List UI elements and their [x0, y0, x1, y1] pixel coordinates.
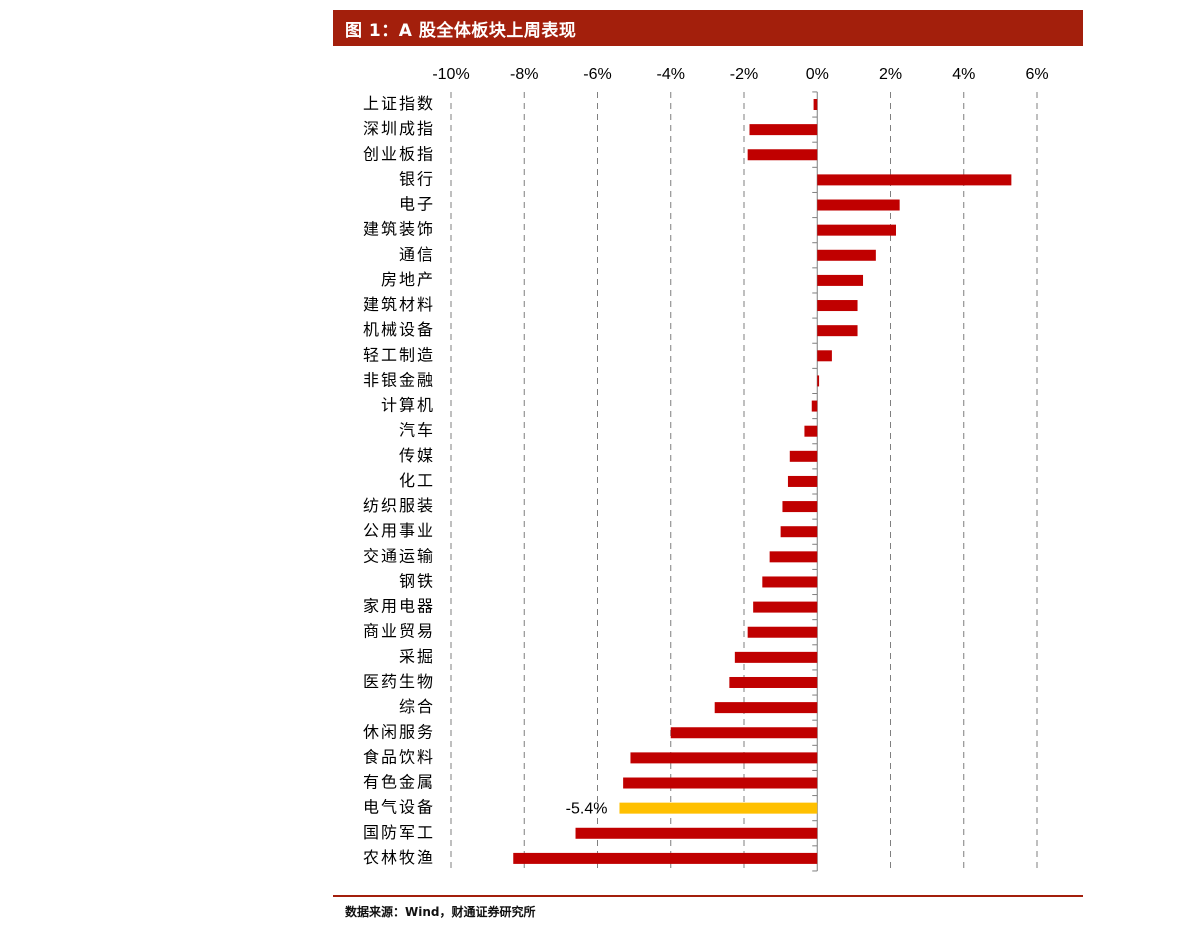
category-label: 通信: [399, 245, 435, 264]
bar-22: [747, 626, 818, 638]
category-label: 食品饮料: [363, 747, 435, 766]
x-tick-label: -6%: [583, 66, 611, 83]
category-label: 计算机: [381, 396, 435, 415]
category-label: 医药生物: [363, 672, 435, 691]
bar-7: [817, 249, 876, 261]
bar-13: [811, 400, 818, 412]
category-label: 机械设备: [363, 320, 435, 339]
bar-14: [804, 425, 818, 437]
x-tick-label: -8%: [510, 66, 538, 83]
footer-divider: [333, 895, 1083, 897]
bar-9: [817, 300, 858, 312]
category-label: 采掘: [399, 647, 435, 666]
category-label: 银行: [399, 169, 435, 188]
category-label: 上证指数: [363, 94, 435, 113]
category-label: 综合: [399, 697, 435, 716]
bar-30: [575, 827, 818, 839]
bar-19: [769, 551, 818, 563]
bar-20: [762, 576, 818, 588]
category-label: 纺织服装: [363, 496, 435, 515]
category-label: 公用事业: [363, 521, 435, 540]
category-label: 家用电器: [363, 597, 435, 616]
category-label: 建筑材料: [363, 295, 435, 314]
x-tick-label: 4%: [952, 66, 975, 83]
chart-title-bar: 图 1：A 股全体板块上周表现: [333, 10, 1083, 46]
bar-28: [623, 777, 818, 789]
bar-21: [753, 601, 818, 613]
category-label: 钢铁: [399, 571, 435, 590]
bar-18: [780, 526, 818, 538]
category-label: 农林牧渔: [363, 848, 435, 867]
category-label: 传媒: [399, 446, 435, 465]
bar-11: [817, 350, 832, 362]
x-tick-label: 6%: [1025, 66, 1048, 83]
bar-5: [817, 199, 900, 211]
category-label: 创业板指: [363, 144, 435, 163]
bar-10: [817, 325, 858, 337]
x-tick-label: -10%: [432, 66, 469, 83]
category-label: 电气设备: [363, 798, 435, 817]
category-label: 有色金属: [363, 773, 435, 792]
category-label: 休闲服务: [363, 722, 435, 741]
category-label: 深圳成指: [363, 119, 435, 138]
source-note: 数据来源：Wind，财通证券研究所: [345, 905, 536, 919]
bar-31: [513, 852, 818, 864]
category-label: 化工: [399, 471, 435, 490]
bar-29: [619, 802, 818, 814]
bar-15: [789, 450, 818, 462]
bar-17: [782, 501, 818, 513]
bar-24: [729, 676, 818, 688]
category-label: 交通运输: [363, 546, 435, 565]
x-tick-label: -4%: [657, 66, 685, 83]
bar-25: [714, 702, 818, 714]
category-label: 商业贸易: [363, 622, 435, 641]
category-label: 房地产: [381, 270, 435, 289]
category-label: 非银金融: [363, 370, 435, 389]
bar-26: [670, 727, 818, 739]
category-label: 汽车: [399, 421, 435, 440]
category-label: 国防军工: [363, 823, 435, 842]
bar-12: [817, 375, 820, 387]
bar-23: [734, 651, 818, 663]
bar-2: [749, 124, 818, 136]
bar-16: [787, 475, 818, 487]
bar-4: [817, 174, 1012, 186]
bar-6: [817, 224, 896, 236]
x-tick-label: -2%: [730, 66, 758, 83]
highlight-data-label: -5.4%: [566, 800, 608, 817]
bar-27: [630, 752, 818, 764]
bar-3: [747, 149, 818, 161]
category-label: 电子: [399, 195, 435, 214]
bar-8: [817, 274, 864, 286]
category-label: 建筑装饰: [363, 220, 435, 239]
bar-1: [813, 99, 818, 110]
x-tick-label: 0%: [806, 66, 829, 83]
chart-title: 图 1：A 股全体板块上周表现: [345, 20, 577, 41]
x-tick-label: 2%: [879, 66, 902, 83]
category-label: 轻工制造: [363, 345, 435, 364]
